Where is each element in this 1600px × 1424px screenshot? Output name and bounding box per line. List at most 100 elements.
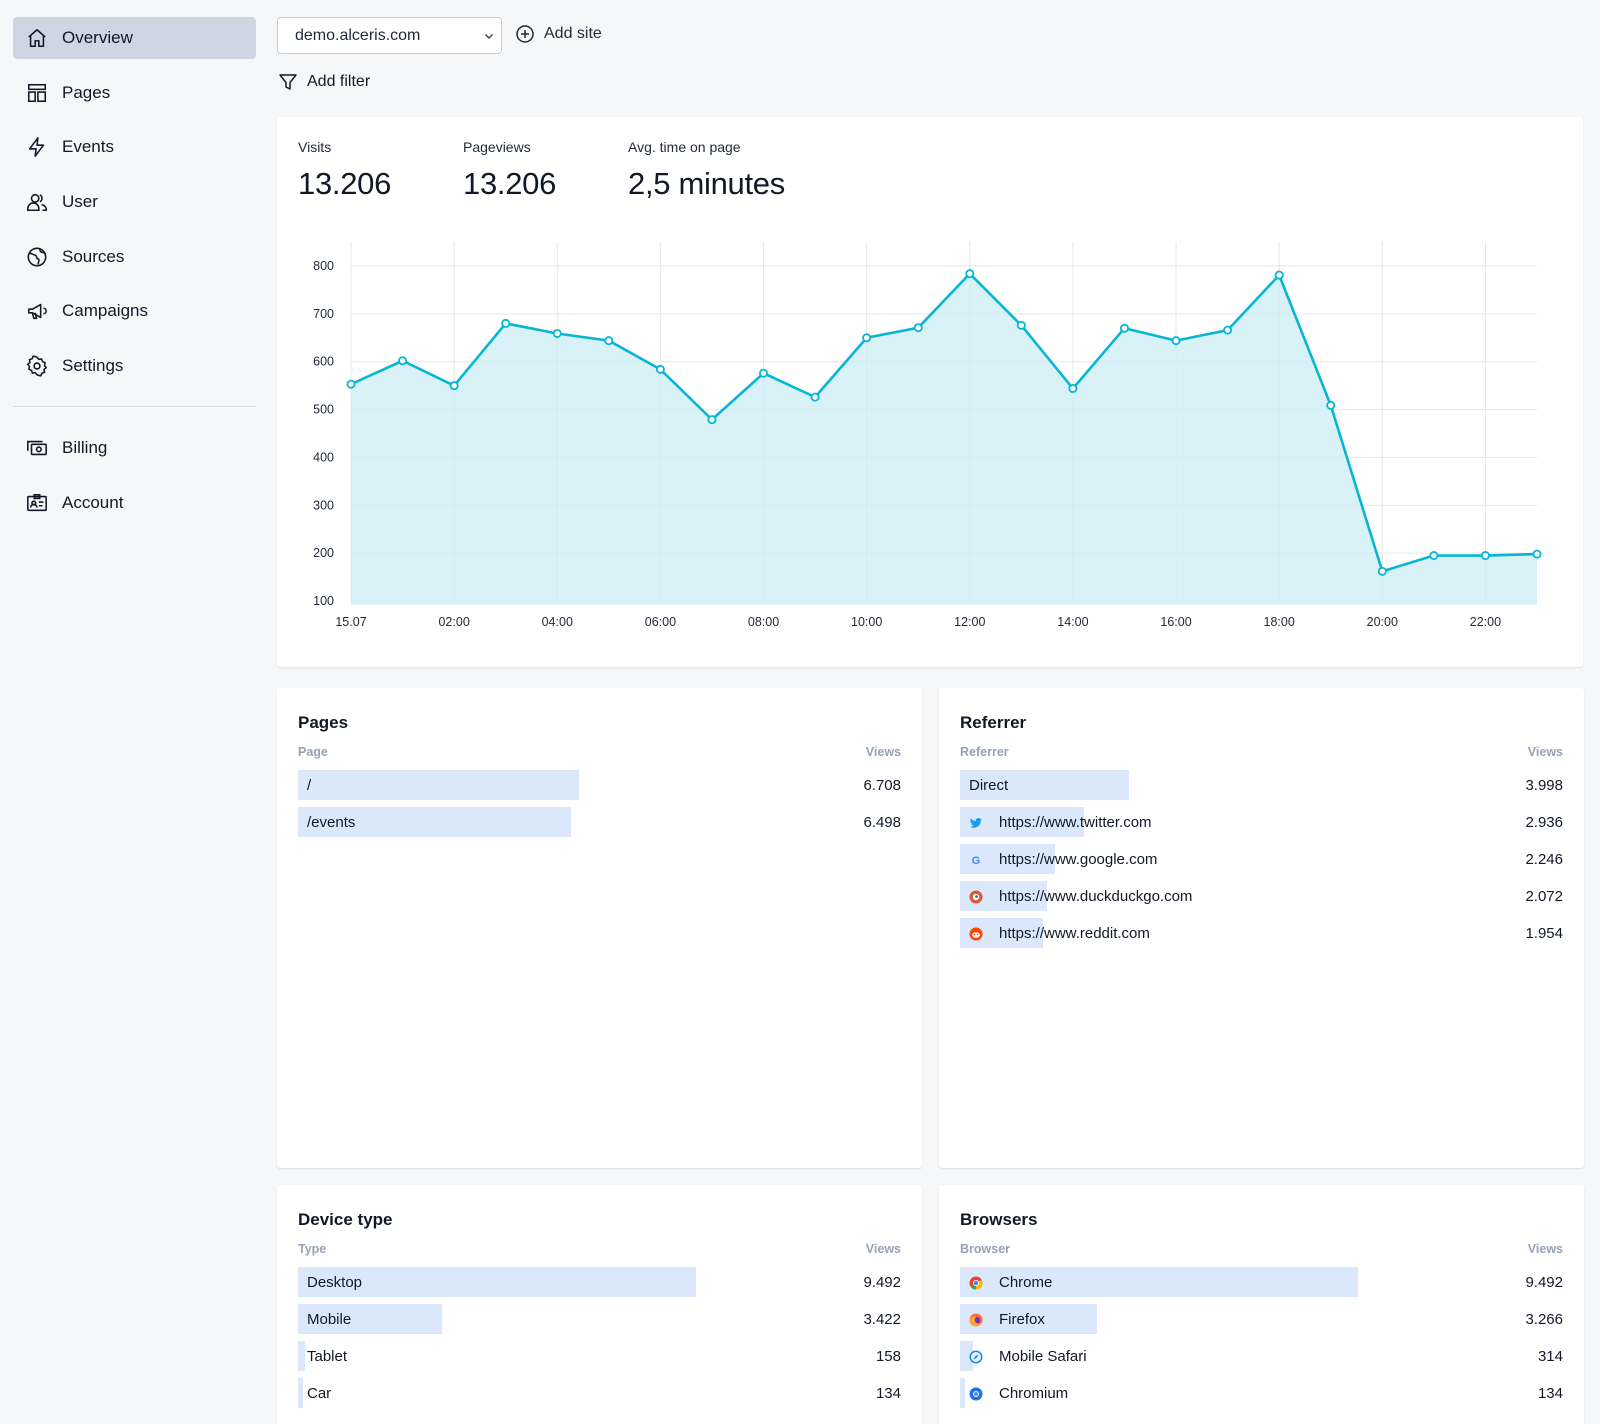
row-bar [298,807,571,837]
row-label-text: https://www.duckduckgo.com [999,888,1193,905]
chart-data-point [346,379,356,389]
sidebar-item-label: User [62,192,98,212]
sidebar-item-overview[interactable]: Overview [13,17,256,59]
duckduckgo-icon [969,890,983,904]
site-select[interactable]: demo.alceris.com [277,17,502,54]
row-label-text: https://www.google.com [999,851,1158,868]
row-bar [960,770,1129,800]
chart-data-point [913,323,923,333]
sidebar-item-label: Settings [62,356,124,376]
chromium-icon [969,1387,983,1401]
table-row[interactable]: https://www.reddit.com 1.954 [960,918,1563,948]
x-tick-label: 22:00 [1470,615,1501,629]
table-row[interactable]: Chrome 9.492 [960,1267,1563,1297]
x-tick-label: 15.07 [335,615,366,629]
chart-data-point [1171,336,1181,346]
home-icon [26,27,48,49]
table-row[interactable]: Car 134 [298,1378,901,1408]
chart-data-point [707,415,717,425]
x-tick-label: 12:00 [954,615,985,629]
add-filter-button[interactable]: Add filter [278,72,370,92]
id-card-icon [26,492,48,514]
sidebar-item-campaigns[interactable]: Campaigns [13,290,256,332]
chart-data-point [552,328,562,338]
table-row[interactable]: / 6.708 [298,770,901,800]
table-row[interactable]: /events 6.498 [298,807,901,837]
row-label-text: Mobile Safari [999,1348,1087,1365]
chart-data-point [1532,549,1542,559]
row-bar [960,844,1055,874]
row-bar [298,770,579,800]
table-row[interactable]: Direct 3.998 [960,770,1563,800]
sidebar-item-label: Billing [62,438,108,458]
column-header: Page [298,745,328,759]
row-label-text: Chromium [999,1385,1069,1402]
row-bar [298,1304,442,1334]
pages-card: Pages Page Views / 6.708/events 6.498 [277,688,922,1168]
chart-data-point [1274,270,1284,280]
card-title: Browsers [960,1210,1038,1229]
row-bar [960,1267,1358,1297]
chart-data-point [1377,566,1387,576]
users-icon [26,191,48,213]
row-label: https://www.twitter.com [969,814,1152,831]
sidebar-item-user[interactable]: User [13,181,256,223]
column-header: Type [298,1242,327,1256]
table-row[interactable]: Chromium 134 [960,1378,1563,1408]
column-header: Views [865,745,901,759]
site-select-value: demo.alceris.com [295,26,421,44]
globe-icon [26,246,48,268]
row-label: Chrome [969,1274,1052,1291]
row-label-text: / [307,777,312,794]
row-value: 134 [1537,1385,1563,1402]
row-value: 2.072 [1525,888,1563,905]
row-value: 134 [875,1385,901,1402]
card-title: Pages [298,713,349,732]
column-header: Referrer [960,745,1009,759]
chart-data-point [604,336,614,346]
card-title: Device type [298,1210,393,1229]
sidebar-item-label: Overview [62,28,133,47]
row-label: https://www.duckduckgo.com [969,888,1192,905]
metric-label: Visits [298,139,332,155]
row-label-text: Desktop [307,1274,363,1291]
cash-icon [26,437,48,459]
table-row[interactable]: https://www.duckduckgo.com 2.072 [960,881,1563,911]
row-bar [960,807,1084,837]
x-tick-label: 10:00 [851,615,882,629]
sidebar-divider [13,406,256,408]
sidebar-item-label: Campaigns [62,301,148,321]
sidebar-item-billing[interactable]: Billing [13,427,256,469]
chart-data-point [1068,384,1078,394]
sidebar-item-events[interactable]: Events [13,126,256,168]
chart-data-point [501,318,511,328]
table-row[interactable]: Tablet 158 [298,1341,901,1371]
chrome-icon [969,1276,983,1290]
row-label-text: Mobile [307,1311,352,1328]
sidebar-item-pages[interactable]: Pages [13,72,256,114]
browsers-card: Browsers Browser Views Chrome 9.492 Firefo… [939,1185,1584,1424]
metric-value: 13.206 [298,166,392,201]
table-row[interactable]: Firefox 3.266 [960,1304,1563,1334]
sidebar-item-settings[interactable]: Settings [13,345,256,387]
device-type-card: Device type Type Views Desktop 9.492 Mobil… [277,1185,922,1424]
row-label-text: https://www.reddit.com [999,925,1150,942]
chart-data-point [655,364,665,374]
row-label: https://www.reddit.com [969,925,1150,942]
row-label-text: Car [307,1385,332,1402]
google-icon: G [969,853,983,867]
row-label: Mobile [307,1311,351,1328]
sidebar-item-account[interactable]: Account [13,482,256,524]
metric-avg-time: Avg. time on page 2,5 minutes [628,139,785,202]
table-row[interactable]: Mobile Safari 314 [960,1341,1563,1371]
table-row[interactable]: https://www.twitter.com 2.936 [960,807,1563,837]
row-bar [960,1378,965,1408]
table-row[interactable]: Desktop 9.492 [298,1267,901,1297]
sidebar-item-sources[interactable]: Sources [13,236,256,278]
lightning-icon [26,136,48,158]
chart-data-point [1480,551,1490,561]
megaphone-icon [26,300,48,322]
add-site-button[interactable]: Add site [515,24,602,44]
table-row[interactable]: Mobile 3.422 [298,1304,901,1334]
